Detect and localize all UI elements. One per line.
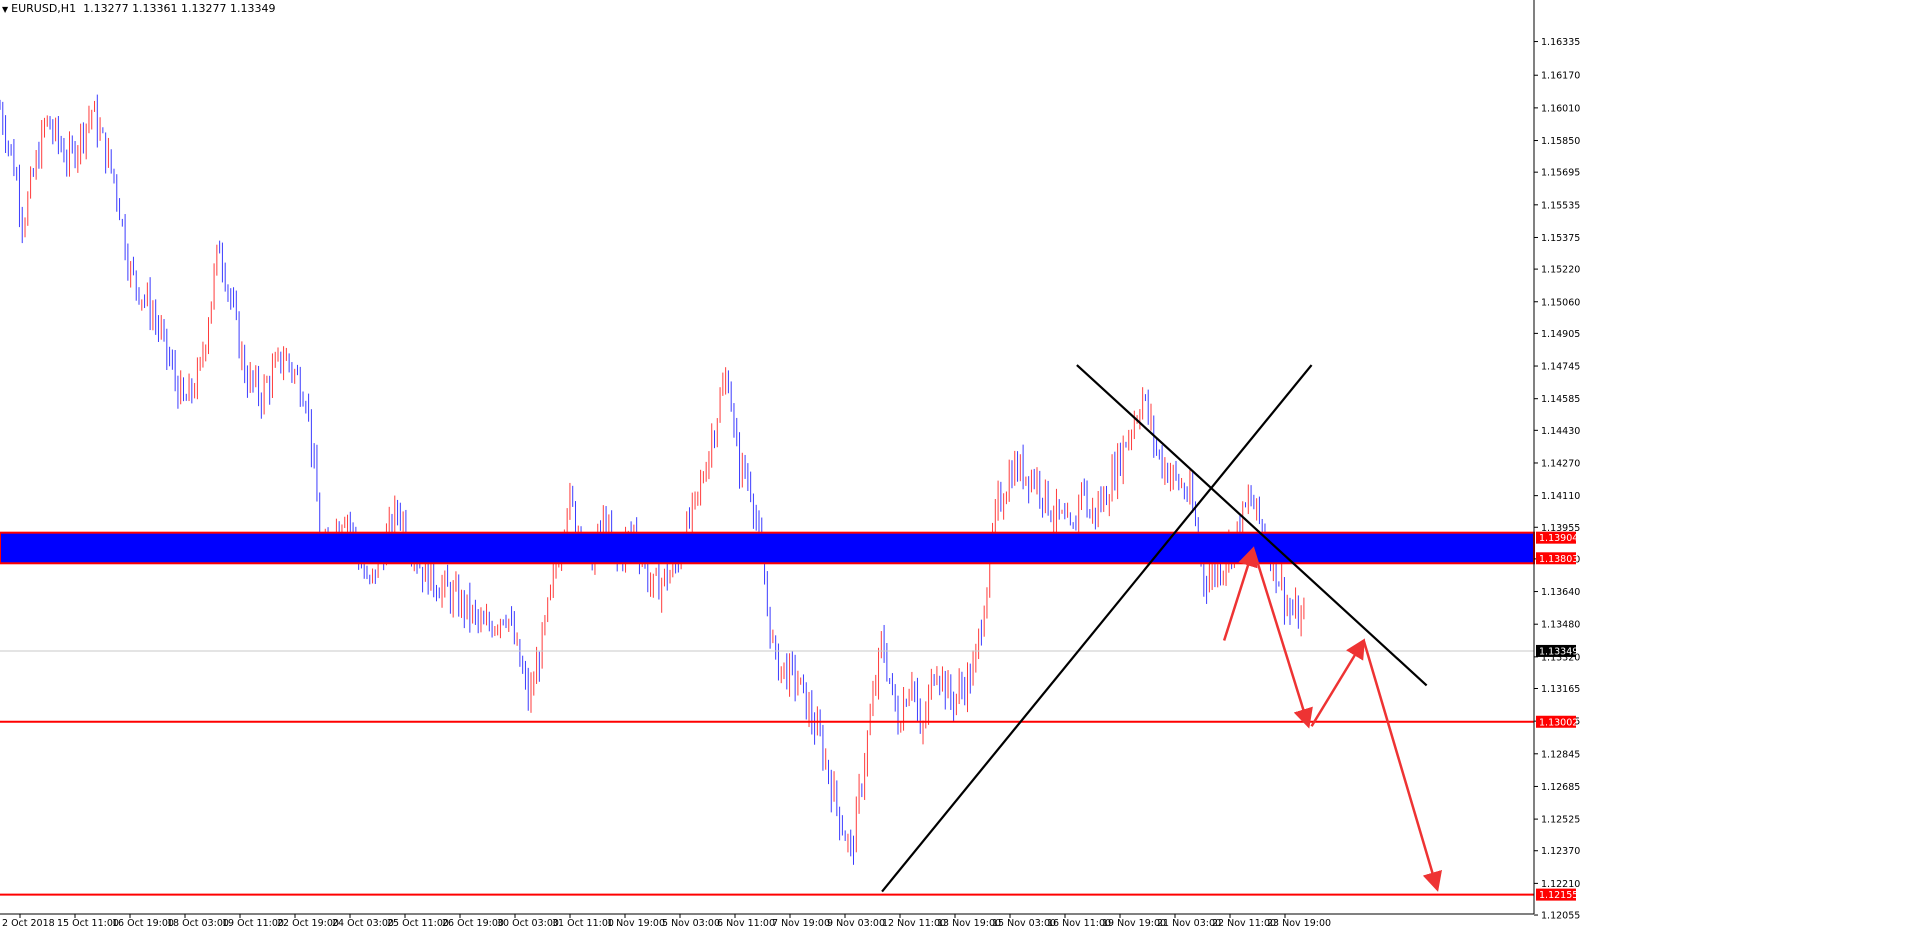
chart-ohlc: 1.13277 1.13361 1.13277 1.13349 xyxy=(83,2,276,15)
price-tag-bg xyxy=(1536,644,1576,657)
price-tag-label: 1.13349 xyxy=(1539,646,1578,657)
x-tick-label: 16 Oct 19:00 xyxy=(112,918,174,929)
y-tick-label: 1.16010 xyxy=(1541,103,1580,114)
projection-arrow xyxy=(1310,638,1366,727)
x-tick-label: 31 Oct 11:00 xyxy=(552,918,614,929)
trendline xyxy=(881,364,1313,893)
y-tick-label: 1.14430 xyxy=(1541,426,1580,437)
y-tick-label: 1.13320 xyxy=(1541,652,1580,663)
x-tick-label: 19 Oct 11:00 xyxy=(222,918,284,929)
price-tag-bg xyxy=(1536,888,1576,901)
y-tick-label: 1.14745 xyxy=(1541,362,1580,373)
levels-layer xyxy=(0,531,1535,896)
x-tick-label: 23 Nov 19:00 xyxy=(1267,918,1331,929)
x-tick-label: 16 Nov 11:00 xyxy=(1047,918,1111,929)
price-tag-bg xyxy=(1536,552,1576,565)
y-tick-label: 1.15850 xyxy=(1541,136,1580,147)
projection-arrow xyxy=(1222,546,1258,641)
x-tick-label: 25 Oct 11:00 xyxy=(387,918,449,929)
y-tick-label: 1.15375 xyxy=(1541,233,1580,244)
x-tick-label: 24 Oct 03:00 xyxy=(332,918,394,929)
x-tick-label: 19 Nov 19:00 xyxy=(1102,918,1166,929)
x-tick-label: 26 Oct 19:00 xyxy=(442,918,504,929)
x-tick-label: 1 Nov 19:00 xyxy=(607,918,665,929)
axes-layer: 1.16335 1.16170 1.16010 1.15850 1.15695 1.155… xyxy=(0,0,1580,929)
y-tick-label: 1.16335 xyxy=(1541,37,1580,48)
y-tick-label: 1.13480 xyxy=(1541,620,1580,631)
chart-symbol: EURUSD,H1 xyxy=(11,2,77,15)
y-tick-label: 1.12845 xyxy=(1541,749,1580,760)
price-tag-label: 1.12155 xyxy=(1539,890,1578,901)
x-tick-label: 22 Oct 19:00 xyxy=(277,918,339,929)
y-tick-label: 1.13955 xyxy=(1541,523,1580,534)
x-tick-label: 18 Oct 03:00 xyxy=(167,918,229,929)
price-tag-label: 1.13904 xyxy=(1539,533,1578,544)
y-tick-label: 1.16170 xyxy=(1541,71,1580,82)
price-tag-label: 1.13002 xyxy=(1539,717,1578,728)
price-tag-label: 1.13803 xyxy=(1539,554,1578,565)
x-tick-label: 12 Nov 11:00 xyxy=(882,918,946,929)
x-tick-label: 13 Nov 19:00 xyxy=(937,918,1001,929)
y-tick-label: 1.15535 xyxy=(1541,200,1580,211)
x-tick-label: 15 Nov 03:00 xyxy=(992,918,1056,929)
x-tick-label: 7 Nov 19:00 xyxy=(772,918,830,929)
x-tick-label: 2 Oct 2018 xyxy=(2,918,55,929)
trendlines-layer xyxy=(881,364,1428,893)
y-tick-label: 1.12210 xyxy=(1541,879,1580,890)
chart-menu-icon[interactable]: ▼ xyxy=(2,5,9,14)
projection-arrow xyxy=(1362,640,1442,892)
x-tick-label: 22 Nov 11:00 xyxy=(1212,918,1276,929)
y-tick-label: 1.13640 xyxy=(1541,587,1580,598)
y-tick-label: 1.12055 xyxy=(1541,911,1580,922)
y-tick-label: 1.14270 xyxy=(1541,458,1580,469)
x-tick-label: 5 Nov 03:00 xyxy=(662,918,720,929)
x-tick-label: 6 Nov 11:00 xyxy=(717,918,775,929)
y-tick-label: 1.12525 xyxy=(1541,815,1580,826)
y-tick-label: 1.15695 xyxy=(1541,168,1580,179)
x-tick-label: 30 Oct 03:00 xyxy=(497,918,559,929)
arrows-layer xyxy=(1222,546,1442,892)
y-tick-label: 1.14110 xyxy=(1541,491,1580,502)
y-tick-label: 1.12685 xyxy=(1541,782,1580,793)
y-tick-label: 1.15220 xyxy=(1541,265,1580,276)
y-tick-label: 1.13165 xyxy=(1541,684,1580,695)
chart-header: ▼ EURUSD,H1 1.13277 1.13361 1.13277 1.133… xyxy=(2,2,276,15)
y-tick-label: 1.12370 xyxy=(1541,846,1580,857)
resistance-zone xyxy=(0,531,1535,565)
price-tag-bg xyxy=(1536,531,1576,544)
y-tick-label: 1.14905 xyxy=(1541,329,1580,340)
y-tick-label: 1.14585 xyxy=(1541,394,1580,405)
x-tick-label: 15 Oct 11:00 xyxy=(57,918,119,929)
x-tick-label: 21 Nov 03:00 xyxy=(1157,918,1221,929)
x-tick-label: 9 Nov 03:00 xyxy=(827,918,885,929)
price-tag-bg xyxy=(1536,715,1576,728)
trendline xyxy=(1076,364,1428,687)
y-tick-label: 1.15060 xyxy=(1541,297,1580,308)
projection-arrow xyxy=(1252,548,1313,729)
